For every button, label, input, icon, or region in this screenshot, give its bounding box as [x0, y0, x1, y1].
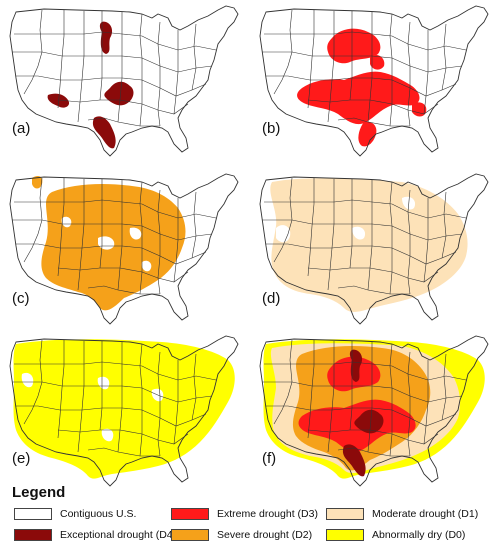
legend-swatch-d4	[14, 529, 52, 541]
panel-label-f: (f)	[262, 450, 277, 467]
legend-label-d1: Moderate drought (D1)	[372, 508, 479, 520]
legend-item-contiguous-us: Contiguous U.S.	[14, 506, 136, 522]
us-map-e	[2, 330, 247, 490]
map-panel-e: (e)	[2, 330, 247, 490]
legend-item-d3: Extreme drought (D3)	[171, 506, 318, 522]
drought-area-d4-combined	[342, 349, 384, 477]
us-map-c	[2, 168, 247, 328]
map-panel-c: (c)	[2, 168, 247, 328]
panel-label-a: (a)	[12, 120, 31, 137]
legend-title: Legend	[12, 484, 66, 501]
us-map-f	[252, 330, 497, 490]
legend-swatch-contiguous-us	[14, 508, 52, 520]
map-panel-f: (f)	[252, 330, 497, 490]
drought-area-d4	[47, 21, 134, 149]
panel-label-b: (b)	[262, 120, 281, 137]
panel-label-e: (e)	[12, 450, 31, 467]
us-map-b	[252, 0, 497, 160]
legend-item-d1: Moderate drought (D1)	[326, 506, 478, 522]
legend-label-contiguous-us: Contiguous U.S.	[60, 508, 137, 520]
legend-item-d4: Exceptional drought (D4)	[14, 527, 176, 543]
legend-swatch-d1	[326, 508, 364, 520]
drought-area-d0	[13, 339, 235, 479]
panel-label-c: (c)	[12, 290, 30, 307]
legend-label-d0: Abnormally dry (D0)	[372, 529, 466, 541]
map-panel-b: (b)	[252, 0, 497, 160]
legend-label-d3: Extreme drought (D3)	[217, 508, 318, 520]
panel-label-d: (d)	[262, 290, 281, 307]
us-map-a	[2, 0, 247, 160]
legend-swatch-d3	[171, 508, 209, 520]
legend-swatch-d2	[171, 529, 209, 541]
legend-swatch-d0	[326, 529, 364, 541]
drought-area-d2	[32, 176, 186, 311]
legend-item-d2: Severe drought (D2)	[171, 527, 312, 543]
legend-label-d4: Exceptional drought (D4)	[60, 529, 177, 541]
us-map-d	[252, 168, 497, 328]
legend-item-d0: Abnormally dry (D0)	[326, 527, 465, 543]
legend-label-d2: Severe drought (D2)	[217, 529, 313, 541]
drought-area-d1	[270, 178, 468, 312]
map-panel-a: (a)	[2, 0, 247, 160]
drought-area-d3	[297, 28, 427, 147]
map-panel-d: (d)	[252, 168, 497, 328]
